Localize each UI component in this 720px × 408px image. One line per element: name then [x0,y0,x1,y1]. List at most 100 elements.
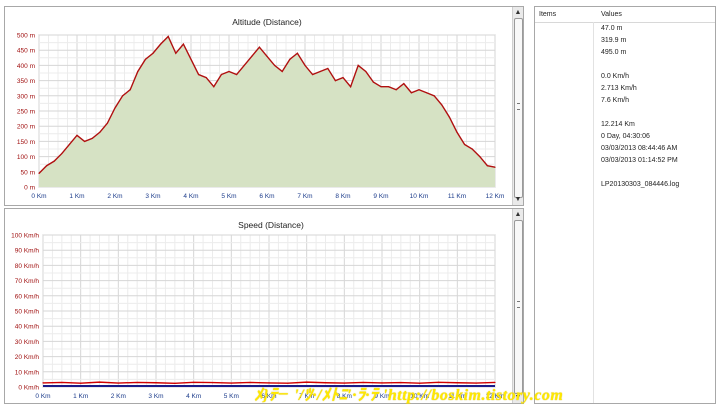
data-point [136,381,138,384]
y-tick-label: 500 m [17,33,35,40]
y-tick-label: 100 m [17,154,35,161]
y-tick-label: 60 Km/h [15,293,40,300]
data-point [287,382,289,384]
y-tick-label: 200 m [17,124,35,131]
data-point [152,52,154,54]
x-tick-label: 5 Km [224,393,239,400]
data-point [350,86,352,88]
items-column-header[interactable]: Items [539,11,557,18]
y-tick-label: 450 m [17,48,35,55]
data-point [268,382,270,384]
data-point [419,382,421,384]
data-point [106,122,108,124]
data-point [426,92,428,94]
y-tick-label: 10 Km/h [15,369,40,376]
scroll-thumb[interactable] [514,220,523,394]
property-value: 0.0 Km/h [601,73,630,80]
data-point [144,58,146,60]
data-point [403,83,405,85]
data-point [53,160,55,162]
scroll-up-arrow[interactable]: ▲ [514,211,522,218]
property-value: 47.0 m [601,25,623,32]
x-tick-label: 4 Km [186,393,201,400]
x-tick-label: 3 Km [148,393,163,400]
data-point [80,382,82,384]
data-point [471,148,473,150]
data-point [61,381,63,384]
data-point [357,64,359,66]
data-point [114,107,116,109]
data-point [213,86,215,88]
data-point [251,55,253,57]
y-tick-label: 250 m [17,109,35,116]
data-point [211,381,214,384]
data-point [137,70,139,73]
y-tick-label: 80 Km/h [15,263,40,270]
x-tick-label: 8 Km [337,393,352,400]
x-tick-label: 11 Km [448,393,466,400]
data-point [289,58,291,60]
speed-chart-svg: Speed (Distance) 0 Km/h 10 Km/h 20 Km/h 30 … [11,220,504,400]
data-point [230,382,232,384]
data-point [464,143,466,146]
y-tick-label: 0 Km/h [18,385,39,392]
x-tick-label: 9 Km [373,193,388,200]
data-point [167,35,169,38]
data-point [400,381,402,384]
data-point [306,381,308,383]
data-point [319,70,321,73]
y-tick-label: 100 Km/h [11,233,39,240]
values-column-header[interactable]: Values [601,11,622,18]
property-value: 319.9 m [601,37,627,44]
data-point [437,381,440,383]
data-point [441,104,443,106]
data-point [190,58,192,60]
altitude-scrollbar[interactable]: ▲ ▼ [512,7,523,205]
x-tick-label: 12 Km [486,193,505,200]
data-point [258,46,260,48]
x-tick-label: 0 Km [31,193,46,200]
data-point [324,382,327,384]
scroll-thumb[interactable] [514,18,523,198]
data-point [68,143,70,146]
x-tick-label: 7 Km [297,193,312,200]
y-tick-label: 40 Km/h [15,324,40,331]
y-tick-label: 350 m [17,78,35,85]
data-point [236,73,238,76]
property-value: 7.6 Km/h [601,97,630,104]
y-tick-label: 50 m [21,169,35,176]
data-point [448,116,450,118]
y-tick-label: 20 Km/h [15,354,40,361]
speed-scrollbar[interactable]: ▲ ▼ [512,209,523,403]
x-tick-label: 5 Km [221,193,236,200]
data-point [433,95,435,97]
x-tick-label: 1 Km [69,193,84,200]
scroll-down-arrow[interactable]: ▼ [514,196,522,203]
data-point [365,70,367,73]
data-point [381,382,383,384]
data-point [486,165,488,167]
data-point [494,381,496,384]
data-point [388,86,390,88]
x-tick-label: 3 Km [145,193,160,200]
altitude-area-fill [39,36,495,187]
property-value: 495.0 m [601,49,627,56]
data-point [160,43,162,45]
scroll-grip-icon [517,103,520,110]
data-point [372,81,374,83]
property-value: 03/03/2013 08:44:46 AM [601,145,678,152]
data-point [342,76,344,79]
x-tick-label: 11 Km [448,193,466,200]
property-value: 12.214 Km [601,121,635,128]
column-separator [593,22,594,403]
data-point [410,92,412,94]
x-tick-label: 7 Km [299,393,314,400]
properties-header: Items Values [535,7,715,23]
x-tick-label: 4 Km [183,193,198,200]
data-point [198,73,200,76]
scroll-up-arrow[interactable]: ▲ [514,9,522,16]
altitude-panel: Altitude (Distance) 0 m 50 m 100 m 150 m 200… [4,6,524,206]
x-tick-label: 8 Km [335,193,350,200]
scroll-down-arrow[interactable]: ▼ [514,394,522,401]
data-point [175,52,177,54]
